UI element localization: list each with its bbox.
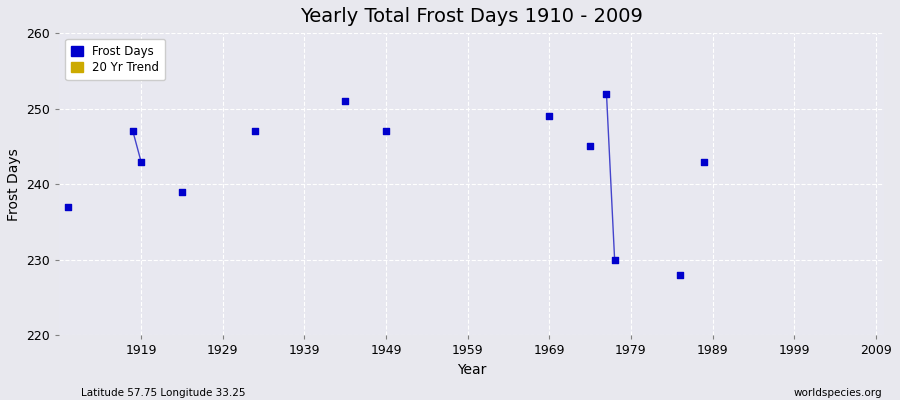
Point [134,158,148,165]
Point [608,257,622,263]
Point [338,98,353,104]
Point [583,143,598,150]
Title: Yearly Total Frost Days 1910 - 2009: Yearly Total Frost Days 1910 - 2009 [301,7,644,26]
Point [175,189,189,195]
Point [542,113,556,120]
X-axis label: Year: Year [457,363,486,377]
Point [248,128,263,134]
Text: worldspecies.org: worldspecies.org [794,388,882,398]
Text: Latitude 57.75 Longitude 33.25: Latitude 57.75 Longitude 33.25 [81,388,246,398]
Point [126,128,140,134]
Y-axis label: Frost Days: Frost Days [7,148,21,221]
Point [60,204,75,210]
Point [698,158,712,165]
Point [673,272,688,278]
Point [599,90,614,97]
Legend: Frost Days, 20 Yr Trend: Frost Days, 20 Yr Trend [66,39,166,80]
Point [379,128,393,134]
Point [110,60,124,66]
